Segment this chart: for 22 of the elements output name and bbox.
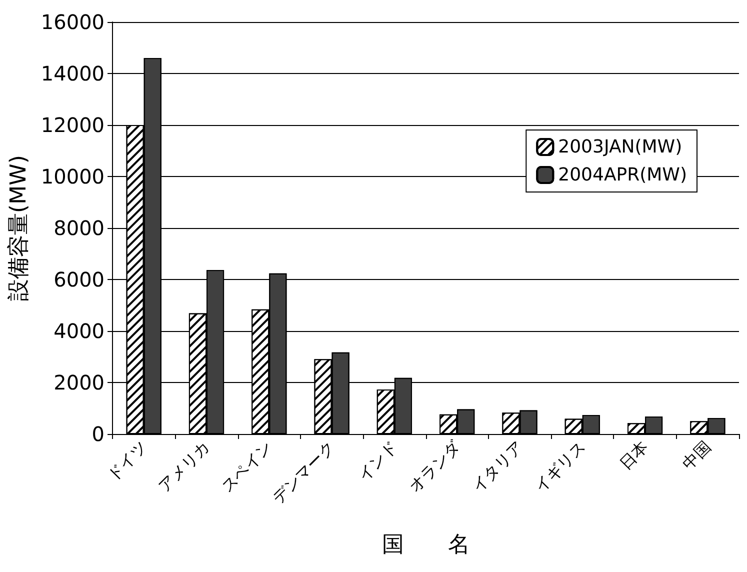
x-tick-label: イギリス (530, 437, 590, 496)
x-tick-label: 日本 (616, 437, 652, 474)
y-tick-label: 12000 (40, 113, 105, 137)
x-tick-label: オランダ (405, 436, 465, 496)
y-axis-title: 設備容量(MW) (6, 155, 32, 301)
x-tick-label: デンマーク (268, 437, 339, 508)
x-tick-label: インド (354, 437, 402, 485)
y-tick-label: 0 (92, 422, 105, 446)
x-tick-label: イタリア (468, 437, 526, 496)
y-tick-label: 4000 (54, 319, 105, 343)
y-tick-label: 16000 (40, 10, 105, 34)
y-tick-label: 14000 (40, 62, 105, 86)
x-tick-label: 中国 (678, 437, 714, 474)
x-tick-label: アメリカ (154, 437, 214, 496)
legend-label: 2003JAN(MW) (558, 136, 682, 158)
y-tick-label: 2000 (54, 370, 105, 394)
legend-label: 2004APR(MW) (558, 164, 688, 186)
x-tick-label: ドイツ (103, 437, 151, 485)
y-tick-label: 8000 (54, 216, 105, 240)
y-tick-label: 10000 (40, 164, 105, 188)
x-axis-title: 国 名 (382, 532, 470, 558)
y-tick-label: 6000 (54, 268, 105, 292)
